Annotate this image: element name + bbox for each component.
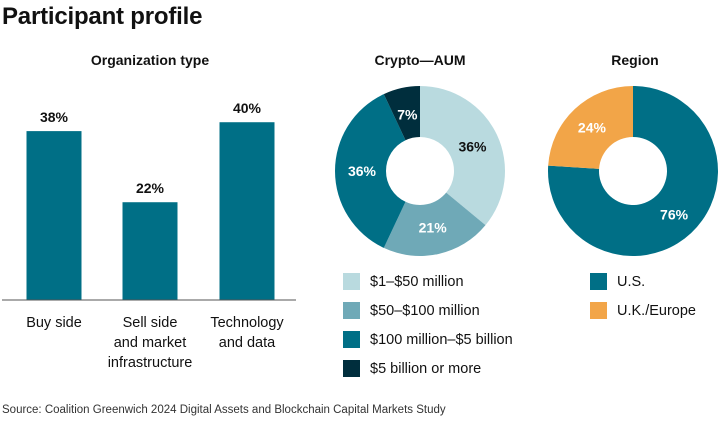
aum-legend: $1–$50 million $50–$100 million $100 milli…	[343, 267, 513, 383]
aum-slice-2	[383, 192, 486, 257]
bar-value-label: 22%	[136, 180, 165, 196]
source-note: Source: Coalition Greenwich 2024 Digital…	[2, 404, 446, 416]
legend-label: $1–$50 million	[370, 273, 464, 290]
aum-slice-1	[420, 86, 506, 226]
legend-swatch	[590, 302, 607, 319]
aum-legend-item: $1–$50 million	[343, 267, 513, 296]
region-legend: U.S. U.K./Europe	[590, 267, 696, 325]
bar-value-label: 38%	[40, 109, 69, 125]
bar-category-label: Buy side	[26, 315, 82, 331]
aum-legend-item: $50–$100 million	[343, 296, 513, 325]
legend-swatch	[343, 360, 360, 377]
region-legend-item: U.S.	[590, 267, 696, 296]
bar-chart-title: Organization type	[90, 52, 210, 68]
legend-swatch	[343, 302, 360, 319]
region-slice-label: 76%	[660, 207, 689, 223]
bar-category-label: and data	[219, 335, 276, 351]
legend-swatch	[343, 331, 360, 348]
legend-label: $50–$100 million	[370, 302, 480, 319]
region-slice-label: 24%	[578, 119, 607, 135]
region-chart-title: Region	[611, 52, 659, 68]
legend-swatch	[590, 273, 607, 290]
aum-slice-3	[335, 94, 406, 248]
aum-chart-title: Crypto—AUM	[374, 52, 466, 68]
page-title: Participant profile	[2, 3, 203, 30]
bar-category-label: and market	[114, 335, 187, 351]
bar-category-label: Technology	[210, 315, 284, 331]
legend-label: U.K./Europe	[617, 302, 696, 319]
legend-swatch	[343, 273, 360, 290]
aum-legend-item: $100 million–$5 billion	[343, 325, 513, 354]
aum-slice-label: 36%	[348, 163, 377, 179]
region-slice-1	[547, 86, 719, 256]
aum-slice-label: 21%	[419, 220, 448, 236]
aum-slice-label: 7%	[397, 106, 418, 122]
aum-slice-4	[383, 86, 420, 141]
bar-category-label: infrastructure	[108, 355, 193, 371]
aum-slice-label: 36%	[458, 138, 487, 154]
bar-value-label: 40%	[233, 100, 262, 116]
legend-label: $100 million–$5 billion	[370, 331, 513, 348]
region-slice-2	[548, 86, 633, 169]
legend-label: $5 billion or more	[370, 360, 482, 377]
bar-1	[26, 131, 82, 300]
region-legend-item: U.K./Europe	[590, 296, 696, 325]
bar-2	[122, 202, 178, 300]
bar-category-label: Sell side	[123, 315, 178, 331]
bar-3	[219, 122, 275, 300]
legend-label: U.S.	[617, 273, 646, 290]
aum-legend-item: $5 billion or more	[343, 354, 513, 383]
